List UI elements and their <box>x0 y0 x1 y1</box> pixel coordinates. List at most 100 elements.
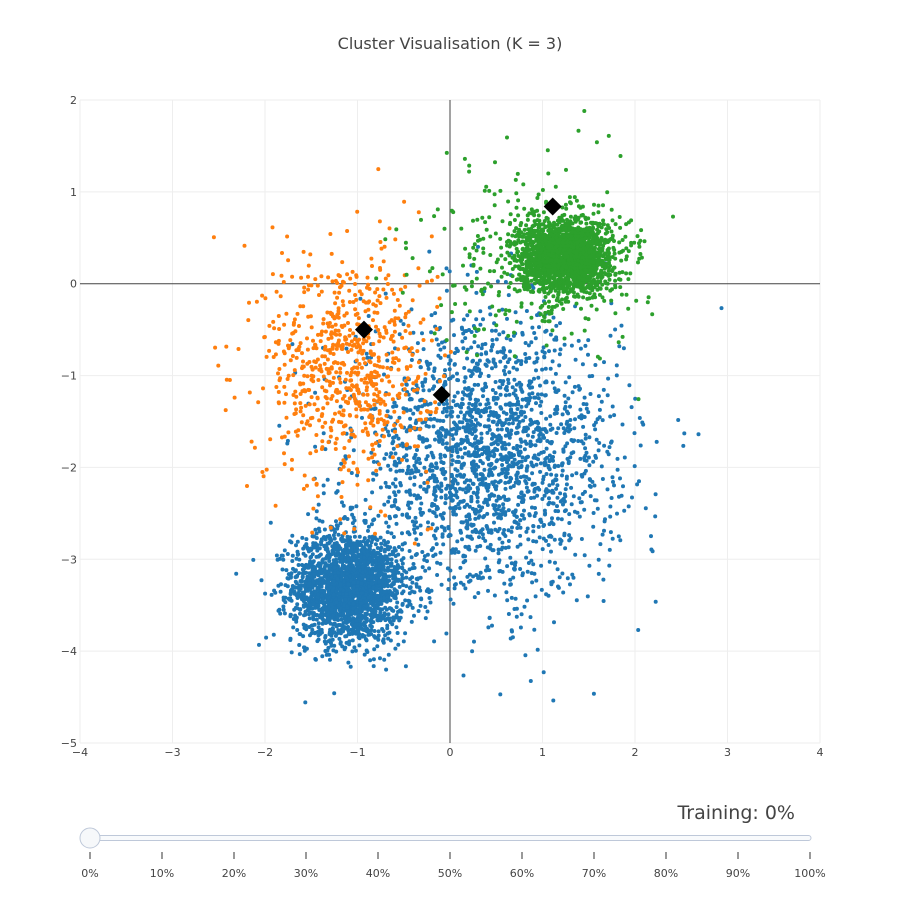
data-point <box>428 600 433 605</box>
data-point <box>476 591 481 595</box>
data-point <box>621 484 625 489</box>
data-point <box>394 469 399 474</box>
data-point <box>491 419 496 424</box>
data-point <box>321 406 326 411</box>
data-point <box>495 438 500 443</box>
data-point <box>349 347 354 352</box>
data-point <box>395 569 399 574</box>
data-point <box>396 367 401 372</box>
data-point <box>444 441 449 446</box>
data-point <box>403 311 408 316</box>
data-point <box>467 401 472 406</box>
data-point <box>510 421 515 426</box>
data-point <box>359 581 364 586</box>
data-point <box>514 382 519 387</box>
data-point <box>554 486 559 491</box>
data-point <box>282 384 287 389</box>
data-point <box>426 484 431 489</box>
data-point <box>498 420 503 425</box>
data-point <box>471 490 476 495</box>
data-point <box>455 371 459 376</box>
data-point <box>477 374 482 379</box>
data-point <box>310 606 315 611</box>
data-point <box>376 629 381 634</box>
data-point <box>409 555 414 560</box>
data-point <box>552 348 557 353</box>
data-point <box>335 489 340 494</box>
data-point <box>556 426 561 431</box>
data-point <box>637 479 641 484</box>
data-point <box>410 519 415 524</box>
data-point <box>465 387 470 392</box>
data-point <box>602 360 606 365</box>
data-point <box>501 470 505 475</box>
data-point <box>375 644 380 649</box>
data-point <box>462 379 467 384</box>
data-point <box>350 367 355 371</box>
data-point <box>378 466 383 471</box>
data-point <box>578 456 583 461</box>
data-point <box>541 474 546 479</box>
data-point <box>281 607 286 612</box>
data-point <box>508 582 513 587</box>
data-point <box>523 458 528 463</box>
data-point <box>518 533 523 538</box>
data-point <box>351 601 356 606</box>
data-point <box>392 587 397 592</box>
data-point <box>522 447 527 452</box>
data-point <box>400 457 404 462</box>
data-point <box>368 351 373 356</box>
data-point <box>527 513 532 518</box>
data-point <box>385 365 390 370</box>
data-point <box>329 312 334 317</box>
data-point <box>334 436 339 441</box>
data-point <box>356 613 361 618</box>
data-point <box>331 648 336 653</box>
data-point <box>325 477 330 482</box>
data-point <box>555 495 560 500</box>
data-point <box>448 349 453 354</box>
data-point <box>507 357 512 362</box>
data-point <box>465 356 470 361</box>
data-point <box>415 387 420 392</box>
data-point <box>579 537 584 541</box>
data-point <box>406 500 411 505</box>
data-point <box>375 287 380 292</box>
data-point <box>516 465 521 470</box>
data-point <box>389 557 394 562</box>
data-point <box>397 395 402 400</box>
data-point <box>473 446 478 451</box>
data-point <box>294 556 299 561</box>
data-point <box>433 437 437 442</box>
data-point <box>372 452 377 457</box>
data-point <box>374 599 379 604</box>
data-point <box>290 354 295 358</box>
data-point <box>418 603 423 608</box>
data-point <box>487 451 492 456</box>
data-point <box>291 617 296 621</box>
data-point <box>372 363 377 368</box>
data-point <box>391 481 395 486</box>
data-point <box>460 487 465 492</box>
data-point <box>363 520 368 525</box>
data-point <box>311 506 316 511</box>
data-point <box>336 628 341 633</box>
data-point <box>406 323 411 328</box>
data-point <box>377 219 382 224</box>
data-point <box>314 516 319 521</box>
data-point <box>347 386 352 391</box>
data-point <box>236 347 241 351</box>
data-point <box>417 283 422 288</box>
data-point <box>483 476 488 481</box>
data-point <box>588 484 593 489</box>
data-point <box>446 354 451 359</box>
data-point <box>519 362 524 367</box>
data-point <box>423 568 428 573</box>
data-point <box>306 512 311 517</box>
data-point <box>504 467 509 472</box>
data-point <box>506 377 511 382</box>
data-point <box>289 467 294 472</box>
data-point <box>321 374 326 379</box>
data-point <box>326 324 331 329</box>
data-point <box>530 471 535 476</box>
